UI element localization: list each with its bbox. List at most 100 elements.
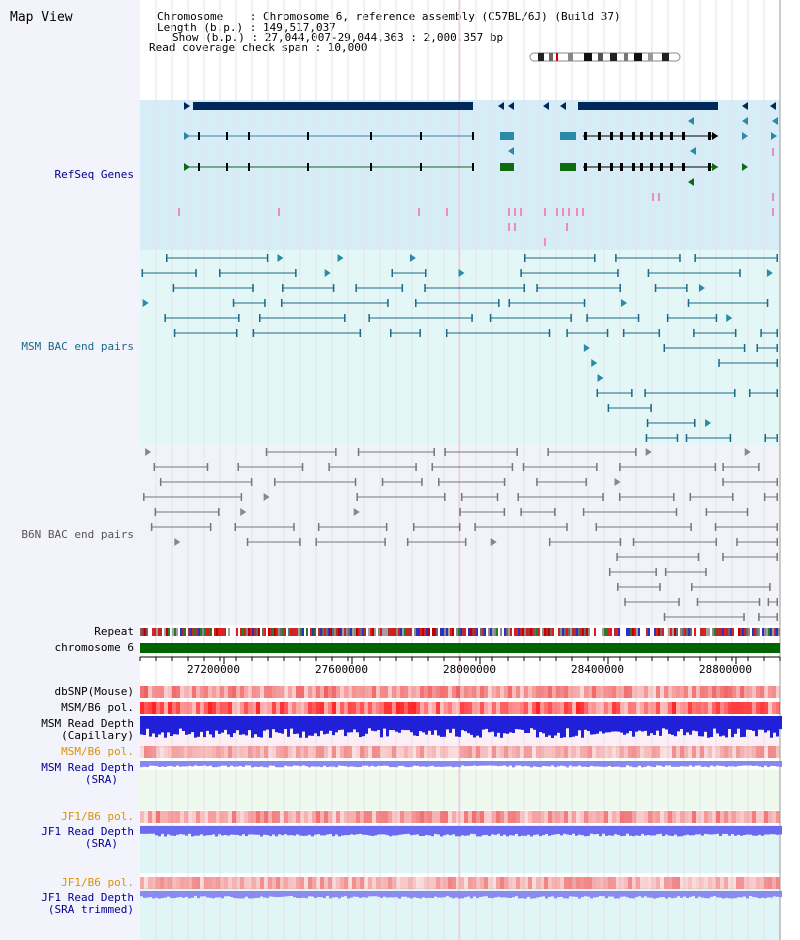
pol-heat-cell	[364, 877, 368, 889]
pol-heat-cell	[332, 686, 336, 698]
gene-marker	[508, 147, 514, 155]
b6n-bac-end-pairs-track[interactable]	[143, 448, 778, 621]
pol-heat-cell	[328, 811, 332, 823]
msm-bac-label[interactable]: MSM BAC end pairs	[21, 340, 134, 353]
read-depth-bar	[434, 891, 437, 897]
pol-heat-cell	[540, 686, 544, 698]
pol-heat-cell	[640, 811, 644, 823]
pol-heat-cell	[668, 746, 672, 758]
read-depth-bar	[515, 826, 518, 834]
pol-heat-cell	[460, 686, 464, 698]
pol-heat-cell	[532, 746, 536, 758]
gene-exon	[610, 132, 613, 140]
bac-end	[596, 389, 599, 397]
ideogram-band	[598, 53, 603, 61]
bac-end	[259, 314, 261, 322]
pol-heat-cell	[412, 746, 416, 758]
pol-heat-cell	[716, 746, 720, 758]
read-depth-bar	[740, 891, 743, 898]
gene-marker	[771, 132, 777, 140]
pol-heat-cell	[708, 702, 712, 714]
bac-end	[445, 329, 448, 337]
read-depth-bar	[620, 716, 623, 733]
repeat-block	[322, 628, 324, 636]
pol-heat-cell	[360, 702, 364, 714]
b6n-bac-label[interactable]: B6N BAC end pairs	[21, 528, 134, 541]
pol-heat-cell	[680, 877, 684, 889]
msm-bac-end-pairs-track[interactable]	[141, 254, 778, 442]
read-depth-bar	[527, 716, 530, 733]
pol-heat-cell	[396, 702, 400, 714]
pol-heat-cell	[368, 686, 372, 698]
pol-heat-cell	[448, 811, 452, 823]
read-depth-bar	[485, 826, 488, 835]
pol-heat-cell	[300, 686, 304, 698]
read-depth-bar	[743, 826, 746, 835]
repeat-block	[436, 628, 438, 636]
refseq-genes-label[interactable]: RefSeq Genes	[54, 168, 134, 181]
pol-heat-cell	[304, 686, 308, 698]
pol-heat-cell	[620, 877, 624, 889]
pol-heat-cell	[520, 877, 524, 889]
bac-end	[299, 538, 301, 546]
pol-heat-cell	[300, 877, 304, 889]
read-depth-bar	[458, 761, 461, 768]
bac-end	[143, 493, 145, 501]
read-depth-bar	[290, 891, 293, 896]
pol-heat-cell	[328, 746, 332, 758]
pol-heat-cell	[692, 686, 696, 698]
repeat-block	[594, 628, 596, 636]
bac-end	[722, 553, 724, 561]
read-depth-bar	[245, 716, 248, 736]
read-depth-bar	[371, 826, 374, 836]
read-depth-bar	[710, 761, 713, 766]
pol-heat-cell	[144, 811, 148, 823]
pol-heat-cell	[524, 746, 528, 758]
pol-heat-cell	[496, 746, 500, 758]
read-depth-bar	[608, 761, 611, 766]
bac-end	[776, 359, 778, 367]
pol-heat-cell	[604, 746, 608, 758]
read-depth-bar	[494, 761, 497, 766]
repeat-block	[660, 628, 662, 636]
repeat-block	[668, 628, 670, 636]
read-depth-bar	[401, 891, 404, 897]
read-depth-bar	[479, 716, 482, 738]
refseq-genes-track[interactable]	[178, 102, 778, 246]
bac-end	[496, 493, 499, 501]
chromosome-ideogram[interactable]	[529, 52, 681, 62]
pol-heat-cell	[664, 746, 668, 758]
read-depth-bar	[152, 716, 155, 734]
pol-heat-cell	[564, 702, 568, 714]
pol-heat-cell	[244, 811, 248, 823]
pol-heat-cell	[168, 811, 172, 823]
bac-end	[659, 583, 661, 591]
read-depth-bar	[314, 761, 317, 767]
repeat-block	[208, 628, 210, 636]
read-depth-bar	[374, 761, 377, 767]
read-depth-bar	[524, 761, 527, 766]
pol-heat-cell	[424, 702, 428, 714]
read-depth-bar	[704, 716, 707, 732]
pol-heat-cell	[424, 746, 428, 758]
bac-end	[406, 538, 409, 546]
read-depth-bar	[146, 826, 149, 834]
pol-heat-cell	[312, 746, 316, 758]
read-depth-bar	[365, 891, 368, 898]
pol-heat-cell	[712, 877, 716, 889]
read-depth-bar	[404, 761, 407, 767]
pol-heat-cell	[372, 877, 376, 889]
pol-heat-cell	[460, 811, 464, 823]
read-depth-bar	[770, 761, 773, 766]
pol-heat-cell	[352, 702, 356, 714]
pol-heat-cell	[580, 702, 584, 714]
pol-heat-cell	[644, 746, 648, 758]
pol-heat-cell	[172, 746, 176, 758]
ideogram-band	[624, 53, 628, 61]
read-depth-bar	[692, 716, 695, 731]
pol-heat-cell	[236, 811, 240, 823]
pol-heat-cell	[200, 686, 204, 698]
pol-heat-cell	[556, 877, 560, 889]
read-depth-bar	[560, 761, 563, 766]
